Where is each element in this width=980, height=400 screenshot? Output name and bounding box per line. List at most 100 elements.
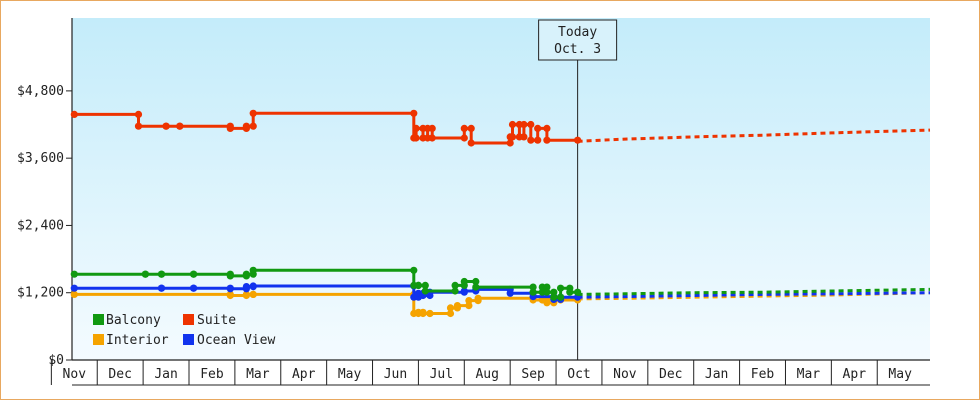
data-point-suite (574, 136, 582, 144)
data-point-balcony (574, 288, 582, 296)
data-point-balcony (157, 270, 166, 278)
data-point-suite (428, 134, 436, 142)
data-point-balcony (249, 266, 257, 274)
data-point-suite (162, 122, 170, 130)
x-tick-label: Feb (751, 367, 775, 382)
x-tick-label: Apr (843, 367, 867, 382)
x-tick-label: Jul (430, 367, 453, 382)
data-point-suite (508, 133, 517, 141)
data-point-suite (249, 122, 257, 130)
legend-label-ocean-view: Ocean View (197, 333, 275, 348)
today-marker: Today Oct. 3 (538, 19, 618, 360)
data-point-balcony (550, 293, 558, 301)
y-tick-label: $4,800 (17, 84, 64, 99)
x-tick-label: Apr (292, 367, 316, 382)
today-box (538, 19, 618, 61)
data-point-suite (506, 139, 514, 147)
data-point-balcony (543, 283, 551, 291)
data-point-balcony (550, 288, 558, 296)
data-point-suite (70, 110, 78, 118)
data-point-suite (460, 124, 468, 132)
data-point-balcony (557, 284, 565, 292)
data-point-suite (412, 134, 420, 142)
data-point-interior (70, 290, 78, 298)
data-point-suite (520, 120, 528, 129)
legend-label-interior: Interior (106, 333, 169, 348)
x-tick-label: Dec (659, 367, 682, 382)
forecast-line-ocean-view (577, 291, 931, 299)
data-point-interior (543, 299, 551, 307)
x-tick-label: Mar (246, 367, 270, 382)
y-tick-label: $0 (48, 353, 64, 368)
data-point-suite (467, 124, 475, 132)
legend-label-balcony: Balcony (106, 313, 161, 328)
x-tick-label: Oct (567, 367, 590, 382)
today-date: Oct. 3 (554, 42, 601, 57)
x-tick-label: Jan (154, 367, 177, 382)
x-tick-label: Mar (797, 367, 821, 382)
data-point-balcony (472, 283, 480, 291)
y-axis: $0 $1,200 $2,400 $3,600 $4,800 (17, 18, 73, 368)
data-point-interior (465, 297, 473, 305)
data-point-suite (412, 124, 420, 132)
data-point-suite (534, 124, 542, 132)
data-point-interior (474, 294, 482, 302)
x-tick-label: Jan (705, 367, 728, 382)
data-point-suite (520, 133, 528, 141)
data-point-balcony (566, 288, 574, 296)
data-point-suite (410, 109, 418, 117)
data-point-interior (465, 302, 473, 310)
data-point-balcony (451, 281, 459, 289)
data-point-ocean-view (242, 283, 250, 291)
x-tick-label: Jun (384, 367, 407, 382)
data-point-suite (134, 122, 143, 130)
y-tick-label: $3,600 (17, 151, 64, 166)
x-tick-label: Nov (613, 367, 637, 382)
data-point-balcony (529, 283, 537, 291)
data-point-suite (527, 120, 535, 129)
data-point-interior (446, 304, 455, 312)
x-tick-label: May (338, 367, 362, 382)
data-point-balcony (460, 277, 468, 286)
data-point-ocean-view (70, 284, 78, 292)
x-tick-label: May (888, 367, 912, 382)
data-point-interior (453, 302, 461, 310)
x-tick-label: Dec (108, 367, 131, 382)
data-point-balcony (543, 288, 551, 296)
data-point-ocean-view (460, 287, 468, 295)
data-point-balcony (529, 288, 537, 296)
data-point-balcony (141, 270, 149, 278)
data-point-interior (226, 291, 234, 300)
forecast-line-balcony (577, 287, 931, 296)
data-point-suite (226, 124, 234, 132)
data-point-suite (134, 110, 143, 118)
data-point-ocean-view (506, 289, 514, 297)
legend: Balcony Suite Interior Ocean View (93, 313, 275, 348)
data-point-suite (543, 136, 551, 144)
data-point-suite (460, 134, 468, 142)
legend-label-suite: Suite (197, 313, 236, 328)
data-point-ocean-view (226, 285, 234, 293)
today-label: Today (558, 25, 597, 40)
data-point-balcony (242, 270, 250, 278)
data-point-balcony (410, 266, 418, 274)
data-point-suite (534, 136, 542, 144)
x-tick-label: Feb (200, 367, 224, 382)
data-point-balcony (190, 270, 198, 278)
x-tick-label: Nov (63, 367, 87, 382)
data-point-balcony (557, 293, 565, 301)
data-point-interior (426, 309, 434, 318)
legend-swatch-suite (183, 314, 194, 325)
data-point-balcony (70, 270, 78, 278)
data-point-suite (508, 120, 517, 129)
data-point-interior (446, 309, 455, 318)
legend-swatch-balcony (93, 314, 104, 325)
data-point-suite (242, 122, 250, 130)
y-tick-label: $1,200 (17, 286, 64, 301)
series-balcony (70, 266, 931, 301)
data-point-suite (467, 139, 475, 147)
series-layer (70, 109, 931, 318)
data-point-interior (249, 290, 257, 298)
data-point-ocean-view (157, 284, 166, 292)
